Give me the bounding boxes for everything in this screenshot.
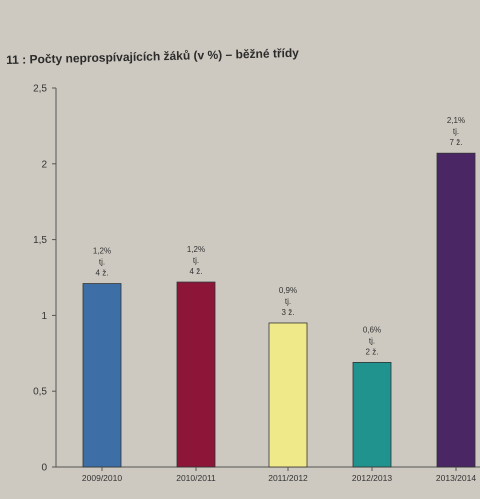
bar [436, 152, 476, 468]
x-tick-label: 2009/2010 [82, 473, 122, 483]
bar [176, 281, 216, 468]
data-label: 2 ž. [366, 347, 379, 356]
y-tick-label: 0,5 [33, 387, 47, 398]
y-tick-label: 1,5 [33, 235, 47, 246]
x-tick-label: 2013/2014 [436, 473, 476, 483]
y-tick-label: 0 [41, 463, 47, 474]
data-label: tj. [369, 336, 375, 345]
y-tick-label: 2,5 [33, 84, 47, 95]
bar [268, 322, 308, 468]
data-label: tj. [453, 127, 459, 136]
x-tick-label: 2010/2011 [176, 473, 216, 483]
y-tick-label: 1 [41, 311, 47, 322]
data-label: 4 ž. [96, 269, 109, 278]
x-tick-label: 2012/2013 [352, 473, 392, 483]
bar [352, 361, 392, 468]
data-label: 4 ž. [190, 267, 203, 276]
data-label: 0,9% [279, 286, 297, 295]
data-label: tj. [193, 256, 199, 265]
data-label: 1,2% [93, 247, 111, 256]
bar [82, 283, 122, 468]
y-tick-label: 2 [41, 159, 47, 170]
data-label: 0,6% [363, 325, 381, 334]
data-label: 3 ž. [282, 308, 295, 317]
data-label: 7 ž. [450, 138, 463, 147]
data-label: tj. [99, 258, 105, 267]
data-label: 2,1% [447, 116, 465, 125]
data-label: 1,2% [187, 245, 205, 254]
x-tick-label: 2011/2012 [268, 473, 308, 483]
data-label: tj. [285, 297, 291, 306]
